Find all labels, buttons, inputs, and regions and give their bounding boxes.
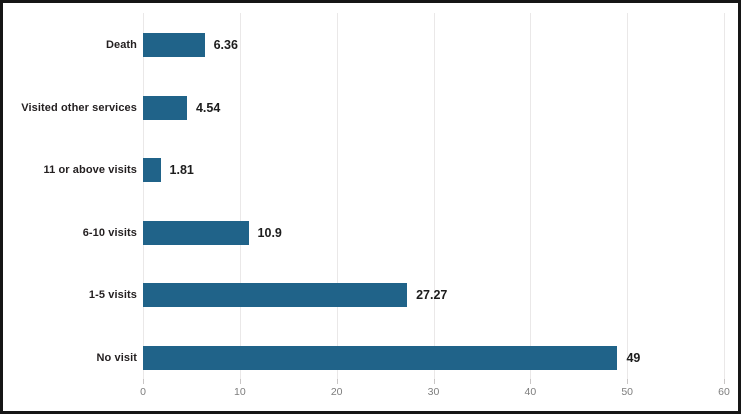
x-axis-tick-label: 10: [233, 386, 246, 398]
category-label: 1-5 visits: [88, 289, 137, 302]
bar-row: 49: [143, 346, 724, 370]
gridline: [627, 13, 629, 379]
x-axis-tick-label: 40: [524, 386, 537, 398]
bar: [143, 33, 205, 57]
category-label: 6-10 visits: [82, 226, 137, 239]
axis-tick-mark: [530, 379, 532, 384]
value-label: 49: [626, 351, 641, 365]
bar-row: 10.9: [143, 220, 724, 245]
axis-tick-mark: [724, 379, 725, 384]
axis-tick-mark: [336, 379, 338, 384]
bar: [143, 346, 618, 370]
bar-row: 27.27: [143, 283, 724, 308]
bar: [143, 158, 161, 183]
category-labels: Death Visited other services 11 or above v…: [3, 9, 137, 379]
gridline: [724, 13, 725, 379]
x-axis-tick-label: 50: [621, 386, 633, 398]
category-label: 11 or above visits: [43, 164, 137, 177]
value-label: 27.27: [416, 288, 448, 303]
bar: [143, 95, 187, 120]
x-axis-tick-label: 20: [330, 386, 343, 398]
gridline: [239, 13, 241, 379]
axis-tick-mark: [239, 379, 241, 384]
bar-row: 1.81: [143, 158, 724, 183]
x-axis-tick-label: 60: [718, 386, 730, 398]
category-label: No visit: [96, 352, 137, 364]
axis-tick-mark: [143, 379, 144, 384]
x-axis-tick-label: 30: [427, 386, 440, 398]
gridline: [530, 13, 532, 379]
gridline: [143, 13, 144, 379]
axis-tick-mark: [627, 379, 629, 384]
bar-row: 4.54: [143, 95, 724, 120]
gridline: [336, 13, 338, 379]
x-axis-tick-label: 0: [140, 386, 146, 398]
bar-row: 6.36: [143, 33, 724, 57]
bar: [143, 220, 249, 245]
value-label: 1.81: [169, 163, 194, 178]
value-label: 4.54: [195, 100, 221, 115]
category-label: Visited other services: [21, 101, 137, 114]
category-label: Death: [105, 39, 137, 51]
gridline: [433, 13, 435, 379]
bar: [143, 283, 408, 308]
value-label: 6.36: [213, 38, 238, 52]
x-axis-labels: 0 10 20 30 40 50 60: [140, 386, 730, 400]
value-label: 10.9: [257, 225, 282, 240]
plot-area: 6.36 4.54 1.81 10.9 27.27 49: [143, 9, 725, 384]
axis-tick-mark: [433, 379, 435, 384]
